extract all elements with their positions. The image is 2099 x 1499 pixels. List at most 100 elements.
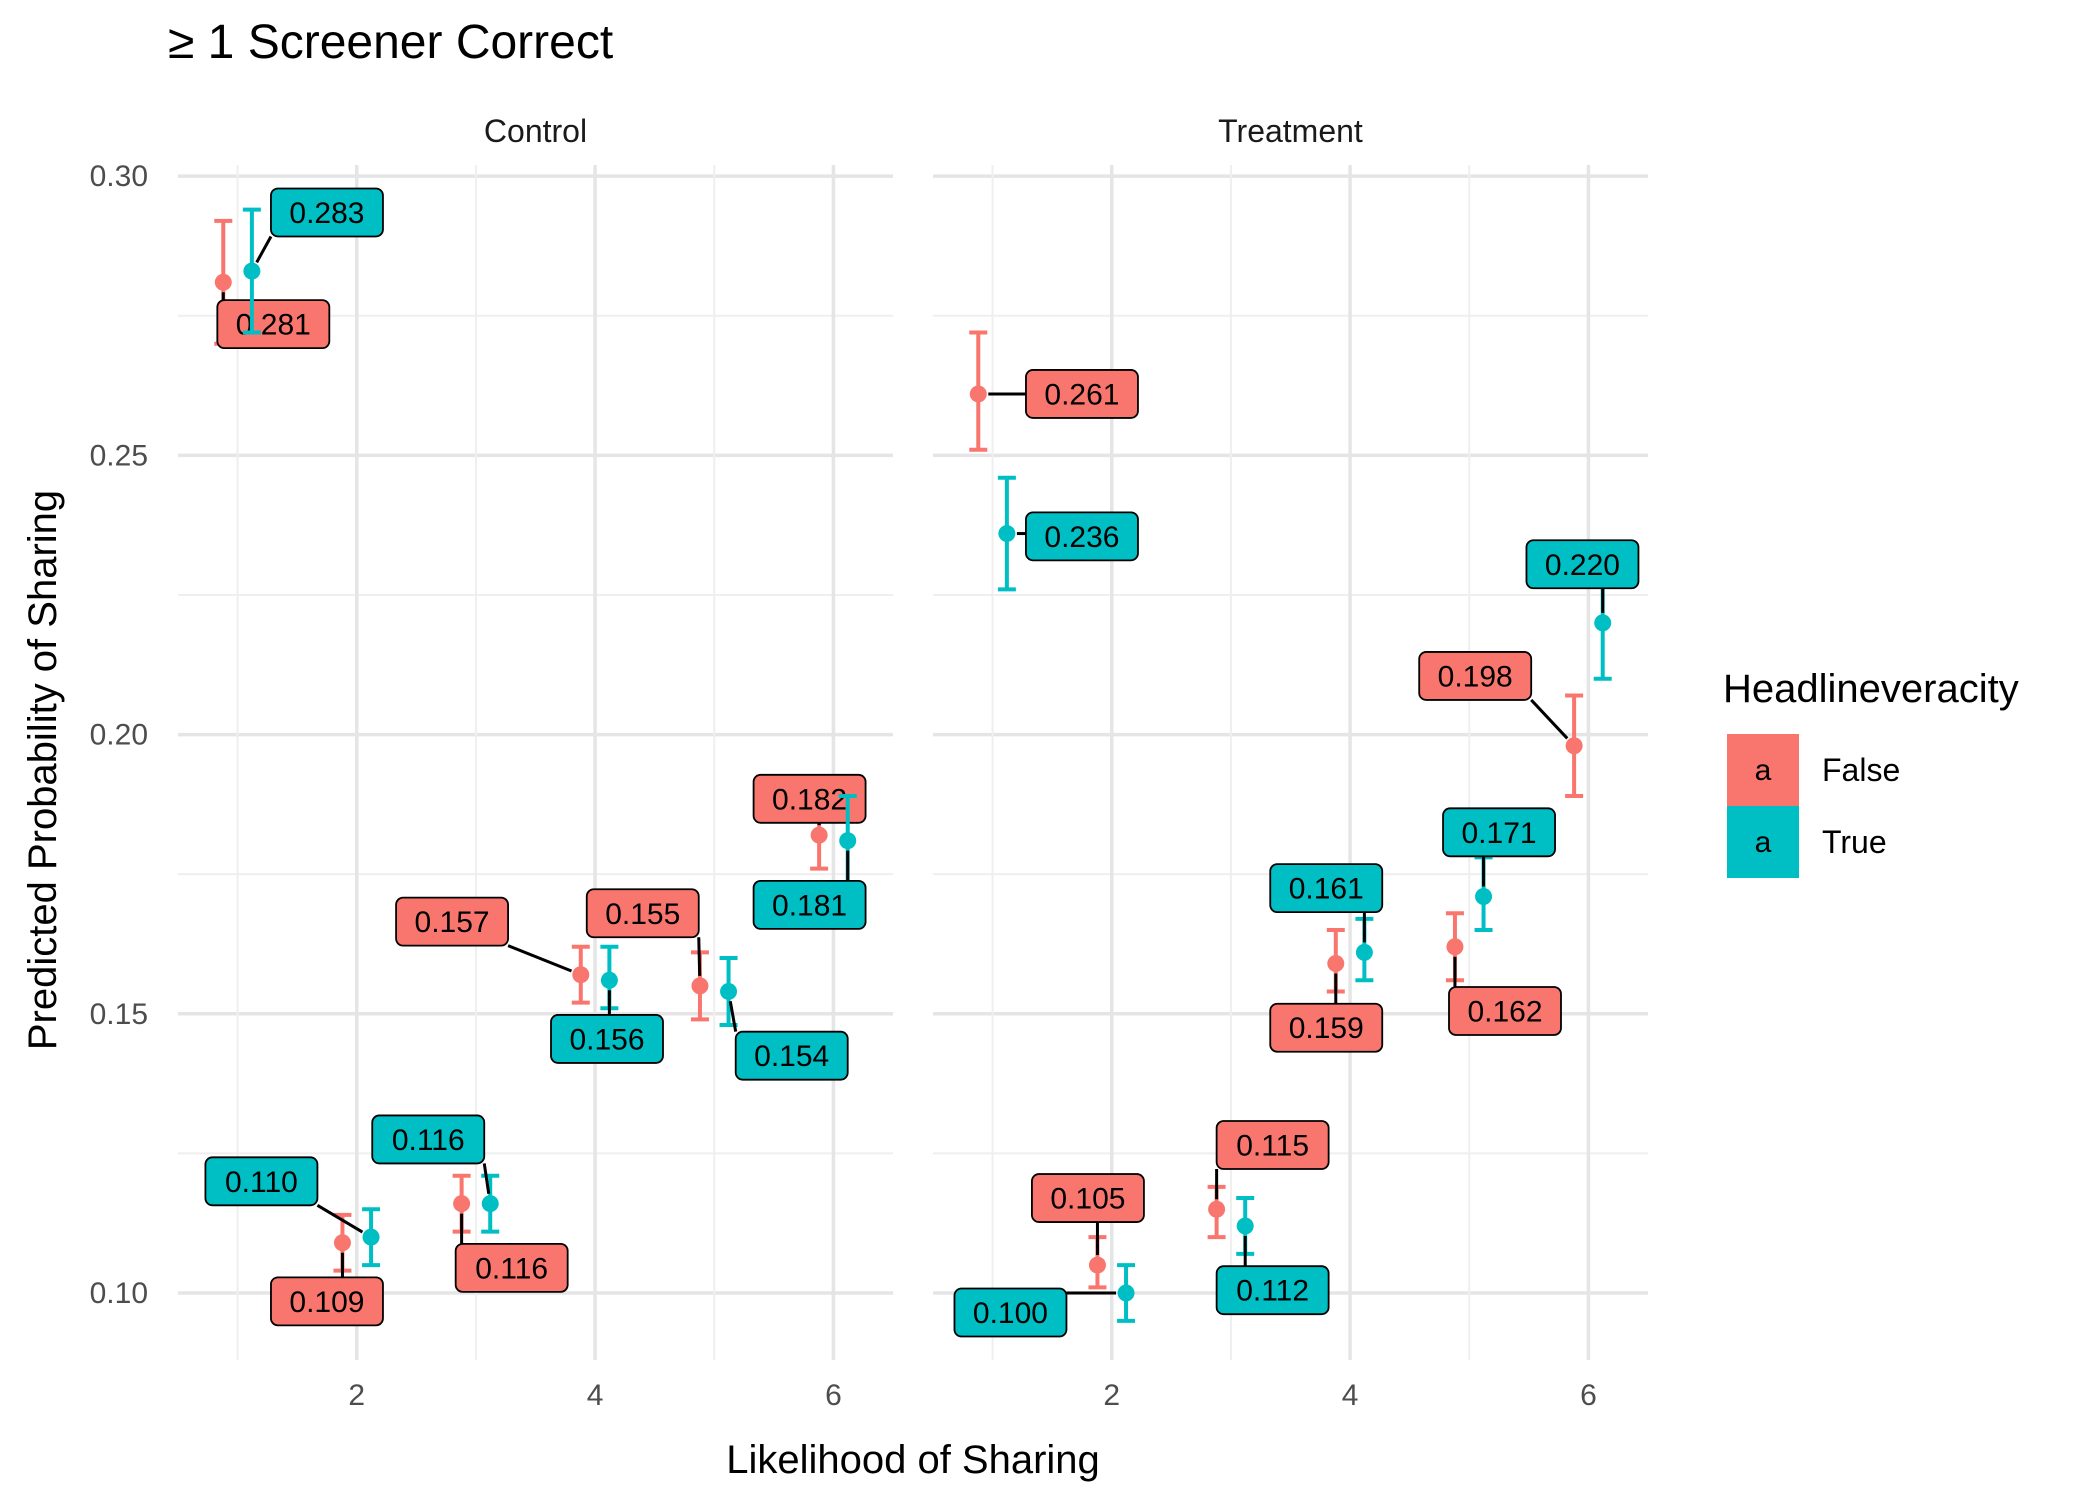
data-label-box bbox=[395, 896, 509, 947]
data-label-box bbox=[1418, 651, 1533, 701]
data-point bbox=[1088, 1256, 1106, 1274]
data-label-box bbox=[1448, 986, 1562, 1036]
panel-treatment: Treatment 2 4 6 0.261 0.105 0.115 0.159 0.162 0.1… bbox=[933, 113, 1648, 1412]
data-label-box bbox=[454, 1242, 569, 1293]
y-tick-label: 0.15 bbox=[90, 998, 148, 1031]
data-point bbox=[998, 525, 1016, 543]
data-label: 0.105 bbox=[1050, 1183, 1125, 1216]
data-label-box bbox=[1025, 511, 1139, 562]
series-true: 0.236 0.100 0.112 0.161 0.171 0.220 bbox=[953, 475, 1640, 1338]
data-point bbox=[243, 262, 261, 280]
data-label: 0.198 bbox=[1438, 660, 1513, 693]
data-label-box bbox=[1025, 369, 1139, 419]
data-label-box bbox=[550, 1014, 664, 1064]
data-label: 0.171 bbox=[1462, 817, 1537, 850]
data-label: 0.110 bbox=[225, 1166, 298, 1199]
data-point bbox=[1565, 737, 1583, 755]
data-point bbox=[362, 1228, 380, 1246]
facet-strip-label: Control bbox=[484, 113, 587, 149]
data-label-box bbox=[1215, 1265, 1330, 1316]
data-label-box bbox=[270, 1276, 384, 1327]
data-point bbox=[453, 1195, 471, 1213]
data-label-box bbox=[204, 1156, 319, 1207]
label-connector bbox=[482, 1163, 491, 1194]
data-label: 0.116 bbox=[392, 1124, 465, 1157]
label-connector bbox=[1530, 698, 1569, 740]
data-point bbox=[720, 982, 738, 1000]
data-label: 0.156 bbox=[569, 1023, 644, 1056]
series-true: 0.283 0.110 0.116 0.156 0.154 0.181 bbox=[204, 187, 867, 1268]
y-tick-label: 0.25 bbox=[90, 439, 148, 472]
data-point bbox=[1475, 888, 1493, 906]
data-point bbox=[839, 832, 857, 850]
x-tick-label: 4 bbox=[1342, 1379, 1359, 1412]
data-label-box bbox=[216, 299, 331, 350]
data-label: 0.116 bbox=[475, 1252, 548, 1285]
label-connector bbox=[316, 1204, 364, 1234]
x-tick-label: 2 bbox=[1103, 1379, 1120, 1412]
data-label-box bbox=[752, 773, 867, 824]
data-label: 0.100 bbox=[973, 1297, 1048, 1330]
data-label-box bbox=[1215, 1120, 1330, 1170]
data-label-box bbox=[1031, 1173, 1145, 1223]
data-point bbox=[333, 1234, 351, 1252]
data-label-box bbox=[371, 1114, 486, 1165]
label-connector bbox=[507, 944, 573, 973]
x-tick-label: 6 bbox=[1580, 1379, 1597, 1412]
y-axis-title: Predicted Probability of Sharing bbox=[21, 490, 65, 1050]
data-label-box bbox=[1269, 1002, 1384, 1053]
legend-label: True bbox=[1822, 824, 1887, 860]
data-label-box bbox=[1442, 807, 1556, 858]
label-connector bbox=[255, 235, 273, 264]
data-label: 0.261 bbox=[1044, 378, 1119, 411]
data-label: 0.109 bbox=[289, 1286, 364, 1319]
data-point bbox=[1117, 1284, 1135, 1302]
data-label-box bbox=[953, 1287, 1068, 1338]
data-point bbox=[691, 977, 709, 995]
legend-title: Headlineveracity bbox=[1723, 667, 2019, 711]
data-point bbox=[810, 826, 828, 844]
data-label: 0.155 bbox=[605, 898, 680, 931]
data-point bbox=[1236, 1217, 1254, 1235]
legend-item-true: a True bbox=[1727, 806, 1887, 878]
legend: Headlineveracity a False a True bbox=[1723, 667, 2019, 878]
legend-key-letter: a bbox=[1755, 754, 1772, 787]
data-label: 0.281 bbox=[236, 309, 311, 342]
chart-title: ≥ 1 Screener Correct bbox=[168, 16, 613, 69]
data-point bbox=[1446, 938, 1464, 956]
y-tick-label: 0.20 bbox=[90, 719, 148, 752]
data-label: 0.220 bbox=[1545, 549, 1620, 582]
legend-item-false: a False bbox=[1727, 734, 1900, 806]
data-point bbox=[1208, 1200, 1226, 1218]
x-tick-label: 6 bbox=[825, 1379, 842, 1412]
legend-key bbox=[1727, 806, 1799, 878]
legend-key-letter: a bbox=[1755, 826, 1772, 859]
gridlines bbox=[178, 165, 893, 1360]
data-label: 0.115 bbox=[1236, 1130, 1309, 1163]
data-point bbox=[481, 1195, 499, 1213]
x-tick-label: 4 bbox=[587, 1379, 604, 1412]
data-label-box bbox=[752, 879, 867, 930]
data-label: 0.154 bbox=[754, 1040, 829, 1073]
x-tick-label: 2 bbox=[348, 1379, 365, 1412]
data-label: 0.161 bbox=[1289, 873, 1364, 906]
data-label-box bbox=[1525, 539, 1640, 590]
series-false: 0.281 0.109 0.116 0.157 0.155 0.182 bbox=[214, 218, 867, 1327]
data-label: 0.182 bbox=[772, 783, 847, 816]
data-label: 0.157 bbox=[415, 906, 490, 939]
data-point bbox=[600, 971, 618, 989]
data-label-box bbox=[585, 888, 700, 939]
data-label: 0.283 bbox=[289, 197, 364, 230]
data-label: 0.236 bbox=[1044, 521, 1119, 554]
label-connector bbox=[728, 1001, 738, 1032]
legend-keys: a False a True bbox=[1727, 734, 1900, 878]
data-label: 0.112 bbox=[1236, 1275, 1309, 1308]
data-point bbox=[214, 273, 232, 291]
label-connector bbox=[697, 937, 702, 976]
data-point bbox=[1355, 943, 1373, 961]
legend-label: False bbox=[1822, 752, 1900, 788]
data-label-box bbox=[270, 187, 384, 238]
data-label-box bbox=[734, 1030, 849, 1081]
data-label: 0.159 bbox=[1289, 1012, 1364, 1045]
